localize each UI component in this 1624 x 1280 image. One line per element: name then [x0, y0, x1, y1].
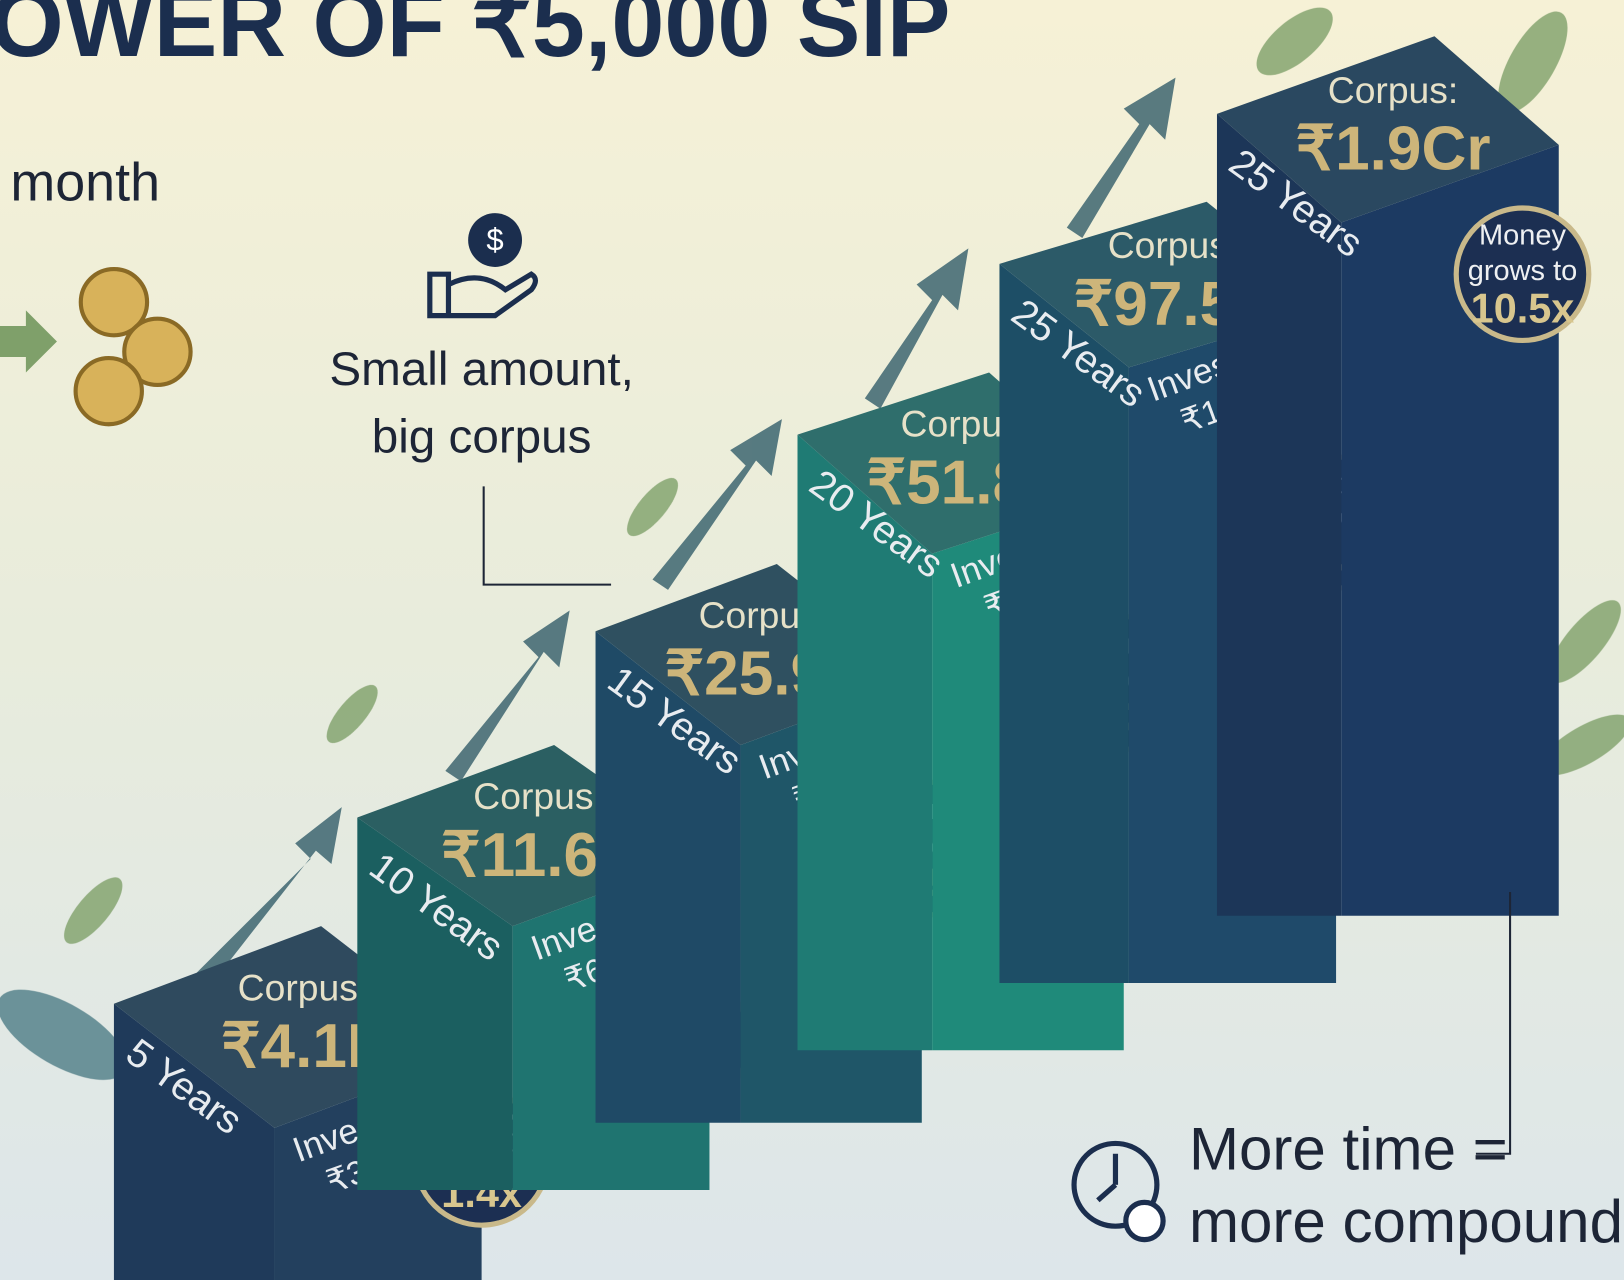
- growth-label: grows to: [1468, 255, 1578, 287]
- title: OWER OF ₹5,000 SIP: [0, 0, 950, 77]
- corpus-value: ₹1.9Cr: [1296, 115, 1491, 184]
- infographic: OWER OF ₹5,000 SIP month $ Small amount,…: [0, 0, 1624, 1280]
- growth-value: 10.5x: [1471, 285, 1575, 331]
- growth-label: Money: [1479, 220, 1567, 252]
- subtitle: month: [10, 152, 160, 212]
- footer-line: more compounding: [1189, 1188, 1624, 1255]
- page: {"header":{"title":"OWER OF ₹5,000 SIP",…: [0, 0, 1624, 1280]
- dollar-sign: $: [486, 222, 503, 257]
- callout-line: Small amount,: [329, 343, 633, 396]
- corpus-label: Corpus:: [473, 775, 603, 817]
- callout-line: big corpus: [372, 410, 592, 463]
- corpus-label: Corpus:: [238, 967, 368, 1009]
- footer-line: More time =: [1189, 1116, 1508, 1183]
- corpus-label: Corpus:: [1328, 69, 1458, 111]
